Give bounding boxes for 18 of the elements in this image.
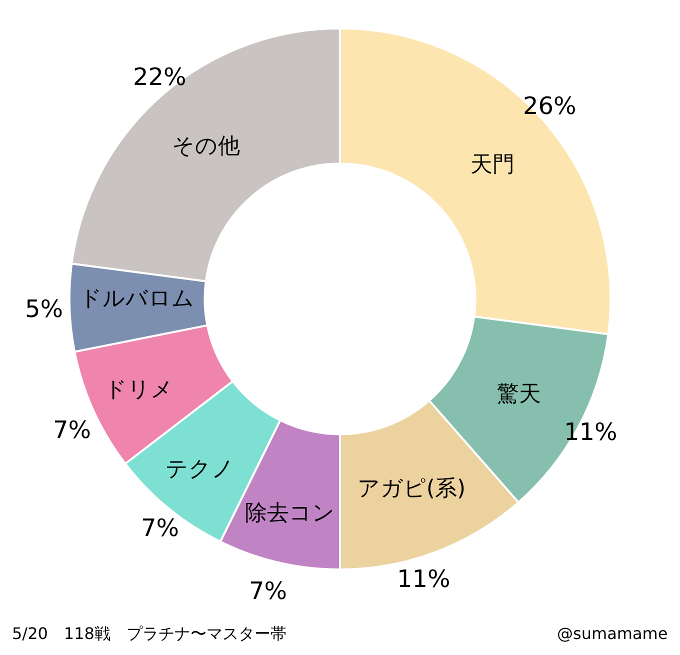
data-label: 11%: [397, 565, 450, 593]
data-label: 7%: [141, 514, 180, 542]
slice-label: 除去コン: [244, 501, 335, 526]
slice-label: ドリメ: [104, 377, 174, 402]
slice-label: 驚天: [496, 382, 541, 408]
text: @sumamame: [557, 624, 668, 643]
data-label: 11%: [564, 418, 618, 446]
data-label: 22%: [133, 63, 186, 91]
slice-label: アガピ(系): [357, 476, 466, 502]
data-label: 7%: [53, 416, 92, 444]
text: 5/20 118戦 プラチナ〜マスター帯: [12, 624, 286, 643]
slice-label: その他: [172, 134, 240, 159]
slice-label: テクノ: [166, 456, 235, 482]
data-label: 5%: [25, 295, 64, 323]
slice-label: ドルバロム: [80, 286, 195, 312]
data-label: 26%: [523, 92, 576, 120]
data-label: 7%: [249, 577, 288, 605]
slice-label: 天門: [470, 152, 515, 178]
